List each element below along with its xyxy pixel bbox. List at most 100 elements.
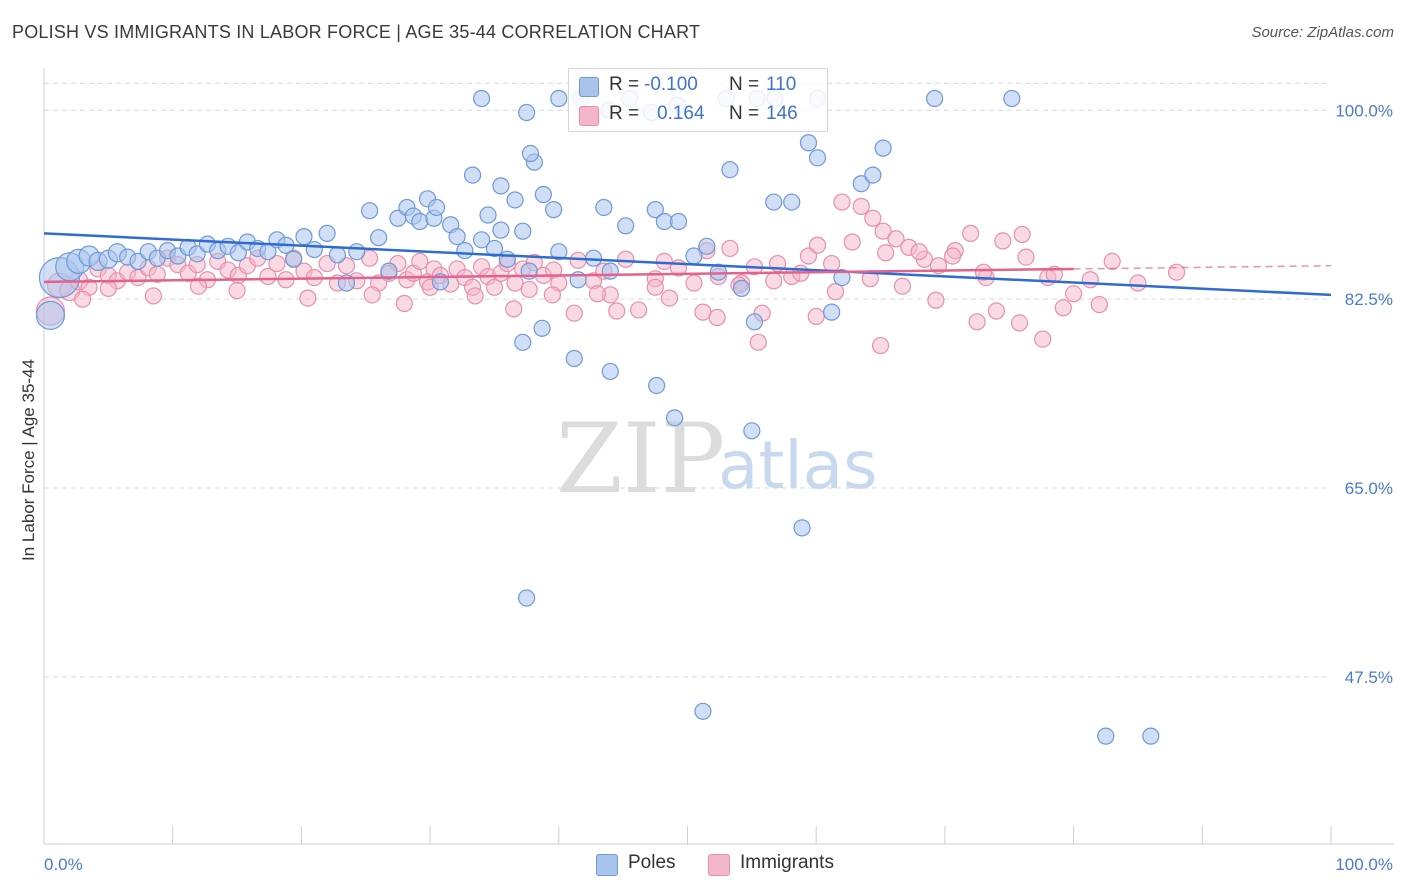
immigrants-point (505, 300, 523, 318)
immigrants-label: Immigrants (740, 852, 834, 873)
immigrants-trend-extension (1073, 264, 1332, 270)
poles-point (595, 198, 613, 217)
poles-point (370, 229, 388, 247)
immigrants-point (228, 281, 246, 300)
immigrants-point (1129, 274, 1147, 292)
poles-point (348, 243, 366, 261)
immigrants-point (1013, 225, 1031, 244)
immigrants-trend-line (43, 267, 1074, 284)
poles-trend-line (43, 232, 1332, 297)
chart-title: POLISH VS IMMIGRANTS IN LABOR FORCE | AG… (12, 22, 701, 42)
poles-swatch (579, 77, 599, 97)
poles-point (305, 240, 323, 259)
immigrants-point (520, 280, 538, 299)
poles-point (852, 175, 870, 193)
immigrants-point (749, 333, 767, 351)
immigrants-point (189, 277, 208, 295)
n-label: N = (729, 74, 760, 95)
y-tick-label: 82.5% (1345, 290, 1393, 309)
y-tick-label: 65.0% (1345, 479, 1393, 498)
poles-point (550, 89, 568, 108)
immigrants-point (1054, 299, 1072, 317)
immigrants-swatch (579, 106, 599, 126)
poles-point (926, 89, 944, 108)
immigrants-point (565, 304, 583, 322)
n-value: 110 (766, 74, 797, 95)
immigrants-point (826, 283, 845, 301)
immigrants-point (1103, 252, 1121, 271)
immigrants-point (864, 209, 882, 227)
immigrants-point (646, 278, 664, 296)
immigrants-point (617, 250, 635, 268)
poles-label: Poles (628, 852, 676, 873)
poles-point (521, 144, 540, 163)
immigrants-point (655, 252, 673, 271)
poles-point (721, 161, 739, 179)
immigrants-point (395, 294, 413, 313)
poles-point (732, 279, 751, 297)
immigrants-point (1010, 314, 1029, 332)
poles-point (427, 198, 446, 217)
poles-point (518, 589, 536, 607)
immigrants-point (807, 307, 825, 326)
immigrants-point (887, 230, 905, 248)
immigrants-point (874, 222, 892, 240)
poles-point (601, 362, 619, 381)
y-tick-label: 47.5% (1345, 668, 1393, 687)
poles-point (463, 166, 482, 184)
poles-point (1097, 727, 1115, 745)
poles-point (617, 217, 635, 235)
immigrants-point (485, 278, 504, 296)
immigrants-point (852, 197, 870, 215)
immigrants-point (411, 252, 429, 271)
poles-point (1142, 727, 1160, 745)
immigrants-point (994, 232, 1012, 250)
immigrants-point (259, 267, 277, 286)
r-value: 0.164 (657, 103, 705, 124)
immigrants-swatch (708, 854, 730, 876)
poles-point (35, 300, 66, 330)
poles-point (808, 149, 827, 167)
poles-point (864, 166, 882, 184)
poles-swatch (596, 854, 618, 876)
correlation-legend: R = -0.100 N = 110 R = 0.164 N = 146 (568, 68, 828, 132)
poles-point (514, 222, 532, 240)
poles-point (783, 193, 801, 211)
poles-point (833, 268, 851, 287)
immigrants-point (1034, 330, 1052, 348)
immigrants-point (144, 287, 162, 305)
poles-point (361, 202, 379, 220)
poles-point (285, 250, 303, 268)
n-value: 146 (766, 103, 798, 124)
immigrants-point (927, 291, 945, 309)
watermark-zip: ZIP (556, 403, 725, 515)
immigrants-point (74, 290, 92, 308)
poles-point (514, 333, 532, 351)
poles-point (874, 139, 892, 157)
poles-point (518, 103, 536, 122)
immigrants-point (629, 301, 648, 319)
poles-point (1003, 89, 1021, 108)
poles-point (380, 262, 398, 280)
poles-point (411, 212, 429, 231)
poles-point (648, 376, 666, 395)
immigrants-point (871, 336, 890, 355)
poles-point (456, 242, 474, 260)
immigrants-point (99, 279, 117, 297)
poles-point (745, 313, 764, 331)
immigrants-point (1017, 248, 1035, 266)
poles-point (472, 231, 491, 249)
immigrants-point (1167, 263, 1186, 281)
legend-row-immigrants: R = 0.164 N = 146 (569, 100, 827, 130)
immigrants-point (466, 287, 484, 305)
immigrants-point (588, 285, 607, 303)
watermark-atlas: atlas (718, 427, 878, 504)
y-axis-label: In Labor Force | Age 35-44 (19, 359, 38, 561)
poles-point (669, 212, 688, 231)
immigrants-point (1090, 295, 1108, 314)
immigrants-point (608, 302, 626, 320)
poles-point (472, 89, 491, 108)
immigrants-point (765, 272, 783, 290)
poles-point (823, 303, 841, 321)
